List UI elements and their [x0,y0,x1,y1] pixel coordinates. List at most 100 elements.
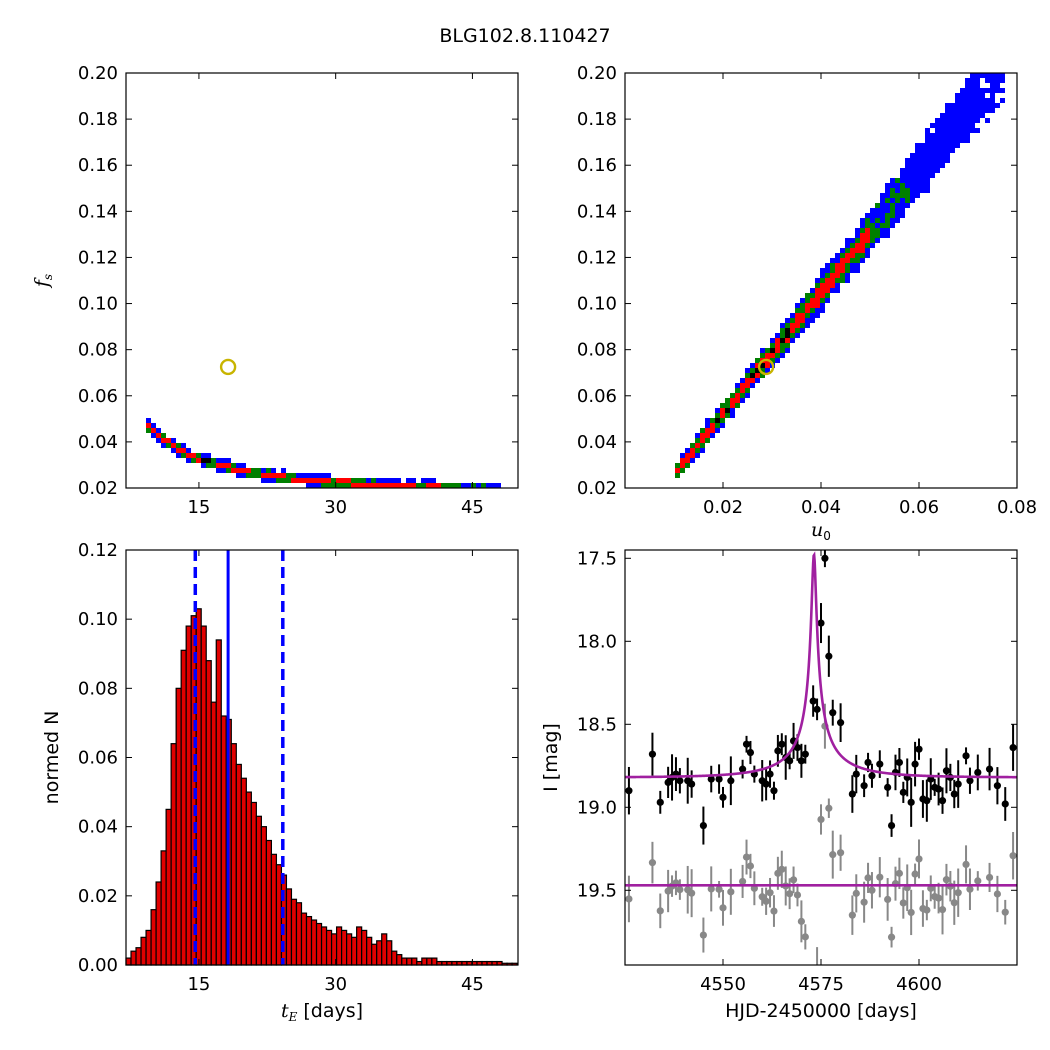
heat-cell [810,293,815,298]
heat-cell [855,228,860,233]
data-point [993,782,1002,790]
resid-point [837,849,845,857]
data-point [907,798,915,806]
resid-point [966,885,974,893]
heat-cell [865,248,870,253]
heat-cell [925,178,930,183]
heat-cell [805,318,810,323]
heat-cell [895,218,900,223]
x-axis-label: HJD-2450000 [days] [725,1000,917,1022]
heat-cell [271,468,276,473]
histogram-bar [325,929,333,966]
heat-cell [955,98,960,103]
heat-cell [795,318,800,323]
heat-cell [700,438,705,443]
heat-cell [171,443,176,448]
heat-cell [930,153,935,158]
heat-cell [236,463,241,468]
data-point [935,785,943,793]
heat-cell [960,118,965,123]
heat-cell [381,478,386,483]
resid-point [1009,852,1017,860]
heat-cell [915,173,920,178]
data-point [742,740,751,748]
heat-cell [151,428,156,433]
y-tick-label: 0.20 [78,63,118,84]
heat-cell [406,483,411,488]
heat-cell [840,273,845,278]
heat-cell [745,378,750,383]
heat-cell [695,443,700,448]
heat-cell [326,483,331,488]
heat-cell [935,128,940,133]
heat-cell [885,228,890,233]
heat-cell [710,418,715,423]
heat-cell [685,453,690,458]
heat-cell [955,133,960,138]
x-tick-label: 4550 [700,974,746,995]
heat-cell [905,193,910,198]
heat-cell [965,113,970,118]
heat-cell [760,348,765,353]
heat-cell [206,453,211,458]
heat-cell [715,418,720,423]
y-tick-label: 0.10 [577,294,617,315]
heat-cell [905,168,910,173]
heat-cell [885,233,890,238]
heat-cell [351,483,356,488]
resid-point [829,851,837,859]
histogram-bar [255,815,262,966]
heat-cell [985,108,990,113]
heat-cell [815,298,820,303]
heat-cell [920,188,925,193]
heat-cell [830,258,835,263]
heat-cell [820,268,825,273]
heat-cell [456,483,461,488]
resid-point [648,859,657,867]
heat-cell [236,468,241,473]
resid-point [907,908,915,917]
heat-cell [950,118,955,123]
heat-cell [765,348,770,353]
heat-cell [700,433,705,438]
resid-point [676,885,684,894]
heat-cell [700,428,705,433]
heat-cell [785,348,790,353]
heat-cell [231,468,236,473]
heat-cell [965,123,970,128]
data-point [911,760,919,768]
heat-cell [730,413,735,418]
heat-cell [211,463,216,468]
heat-cell [241,463,246,468]
resid-point [860,898,868,906]
heat-cell [895,198,900,203]
heat-cell [241,473,246,478]
heat-cell [945,143,950,148]
resid-point [727,888,735,896]
heat-cell [361,483,366,488]
heat-cell [351,478,356,483]
heat-cell [945,148,950,153]
data-point [1009,743,1017,752]
heat-cell [940,128,945,133]
heat-cell [705,418,710,423]
heat-cell [910,198,915,203]
heat-cell [885,193,890,198]
data-point [895,758,904,767]
resid-point [656,907,664,915]
heat-cell [990,88,995,93]
heat-cell [755,358,760,363]
heat-cell [281,478,286,483]
y-tick-label: 0.12 [78,540,118,561]
heat-cell [186,458,191,463]
heat-cell [960,138,965,143]
heat-cell [855,238,860,243]
heat-cell [900,173,905,178]
histogram-bar [295,902,303,966]
resid-point [938,906,947,914]
resid-point [770,907,778,915]
heat-cell [715,413,720,418]
resid-point [825,804,833,812]
heat-cell [730,393,735,398]
heat-cell [206,463,211,468]
